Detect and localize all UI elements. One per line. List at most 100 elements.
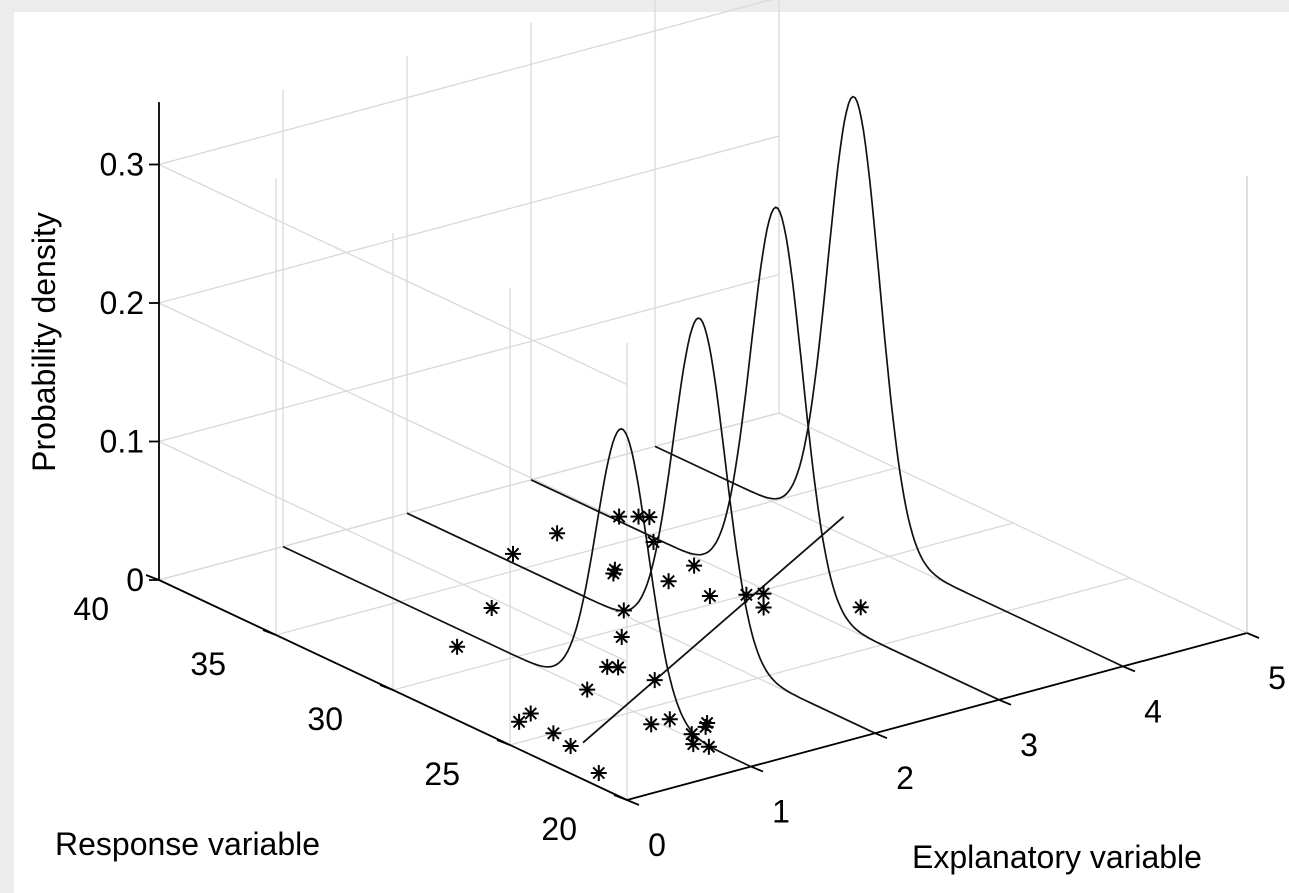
data-point-stroke	[647, 535, 660, 549]
data-point	[701, 588, 718, 604]
data-point	[613, 629, 630, 645]
data-point	[641, 509, 658, 526]
data-point-stroke	[648, 673, 662, 687]
tick-mark	[626, 799, 640, 806]
data-point	[661, 711, 678, 728]
back-wall-grid-z	[158, 273, 780, 443]
regression-layer	[582, 516, 845, 744]
data-point	[683, 726, 700, 743]
data-point	[549, 525, 566, 542]
data-point	[522, 705, 539, 722]
x-tick-label: 5	[1268, 660, 1286, 696]
density-curve	[406, 317, 876, 734]
tick-mark	[262, 629, 277, 636]
data-point-stroke	[600, 660, 614, 674]
tick-labels: 0 1 2 3 4 5 20 25 30 35 40 0 0.1 0.2 0.3	[73, 147, 1285, 864]
data-point	[755, 585, 772, 602]
axes	[145, 102, 1260, 806]
data-point-stroke	[700, 716, 714, 730]
data-point	[449, 638, 466, 655]
data-point	[505, 545, 521, 562]
data-point	[483, 600, 500, 616]
data-point-stroke	[506, 547, 520, 561]
data-point-stroke	[485, 601, 499, 615]
x-axis-line	[626, 632, 1248, 801]
data-point-stroke	[740, 588, 753, 602]
data-point-stroke	[702, 740, 716, 754]
data-point-stroke	[686, 737, 700, 751]
data-point-stroke	[611, 661, 625, 674]
floor-grid-line-y	[392, 522, 1014, 691]
y-axis-label: Response variable	[55, 826, 320, 862]
tick-mark	[496, 739, 511, 746]
x-tick-label: 3	[1020, 727, 1038, 763]
data-point	[700, 738, 717, 755]
tick-mark	[750, 765, 764, 773]
data-point-stroke	[854, 600, 868, 614]
grid	[158, 0, 1248, 801]
data-point-stroke	[643, 510, 656, 524]
z-tick-label: 0	[126, 562, 144, 598]
data-point	[579, 681, 596, 698]
data-point-stroke	[612, 510, 626, 523]
data-point	[562, 738, 579, 754]
tick-mark	[998, 698, 1012, 706]
tick-mark	[1246, 632, 1260, 639]
data-point-stroke	[757, 587, 770, 601]
data-point-stroke	[512, 715, 526, 729]
data-point-stroke	[564, 739, 577, 753]
y-tick-label: 40	[73, 591, 109, 627]
data-point-stroke	[524, 707, 538, 720]
data-point	[646, 672, 663, 689]
data-point	[686, 557, 703, 574]
data-point-stroke	[592, 766, 606, 780]
back-wall-grid-z	[158, 135, 780, 304]
z-axis-label: Probability density	[26, 212, 62, 472]
y-tick-label: 25	[424, 756, 460, 792]
data-point	[755, 599, 772, 616]
data-point-stroke	[608, 563, 622, 577]
data-point-stroke	[757, 601, 770, 614]
data-point-stroke	[687, 559, 701, 572]
back-wall-grid-z	[158, 412, 780, 581]
tick-mark	[379, 684, 394, 691]
data-point-stroke	[550, 526, 564, 540]
x-tick-label: 0	[648, 827, 666, 863]
tick-mark	[874, 732, 888, 740]
x-tick-label: 2	[896, 760, 914, 796]
data-point	[511, 713, 528, 730]
floor-grid-line-y	[275, 467, 897, 636]
data-point	[660, 573, 677, 590]
data-point	[590, 765, 607, 781]
data-point	[699, 715, 716, 731]
data-point	[685, 736, 702, 753]
data-point	[611, 508, 628, 525]
z-tick-label: 0.3	[100, 147, 144, 183]
data-point-stroke	[644, 717, 658, 731]
data-point	[545, 725, 562, 742]
tick-mark	[1122, 665, 1136, 673]
x-axis-label: Explanatory variable	[912, 839, 1202, 875]
data-point-stroke	[685, 727, 699, 741]
left-wall-grid-z	[158, 302, 628, 524]
data-point	[643, 716, 660, 733]
data-point-stroke	[703, 589, 717, 603]
data-point-stroke	[580, 683, 594, 696]
data-point	[606, 561, 623, 578]
data-points	[449, 508, 869, 781]
data-point	[738, 586, 755, 603]
figure-panel	[14, 12, 1289, 893]
data-point	[645, 534, 662, 550]
z-tick-label: 0.1	[100, 424, 144, 460]
x-tick-label: 4	[1144, 693, 1162, 729]
data-point	[610, 659, 627, 676]
tick-mark	[613, 794, 628, 801]
data-point-stroke	[632, 510, 645, 523]
density-curve	[530, 206, 1000, 701]
density-curve	[654, 95, 1124, 668]
left-wall-grid-z	[158, 163, 628, 386]
z-tick-label: 0.2	[100, 285, 144, 321]
back-wall-grid-z	[158, 0, 773, 166]
density-curve	[282, 427, 752, 768]
